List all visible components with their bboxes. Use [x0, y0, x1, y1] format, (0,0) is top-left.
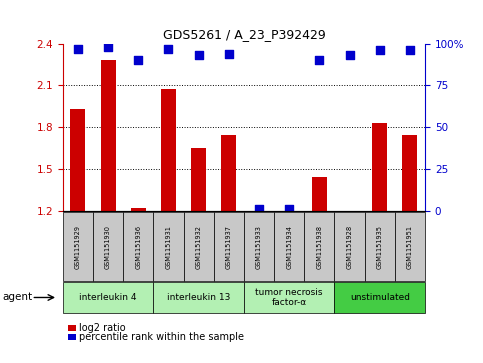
Point: [255, 206, 263, 212]
Text: GSM1151938: GSM1151938: [316, 225, 322, 269]
Text: GSM1151931: GSM1151931: [166, 225, 171, 269]
Text: interleukin 4: interleukin 4: [79, 293, 137, 302]
Point: [346, 52, 354, 58]
Text: GSM1151930: GSM1151930: [105, 225, 111, 269]
Bar: [221, 135, 236, 211]
Text: GSM1151951: GSM1151951: [407, 225, 413, 269]
Text: agent: agent: [2, 293, 32, 302]
Text: GSM1151934: GSM1151934: [286, 225, 292, 269]
Point: [285, 206, 293, 212]
Text: GSM1151929: GSM1151929: [75, 225, 81, 269]
Text: GSM1151932: GSM1151932: [196, 225, 201, 269]
Text: GSM1151933: GSM1151933: [256, 225, 262, 269]
Bar: [71, 109, 85, 211]
Point: [315, 57, 323, 63]
Text: GSM1151936: GSM1151936: [135, 225, 141, 269]
Text: GSM1151937: GSM1151937: [226, 225, 232, 269]
Text: log2 ratio: log2 ratio: [79, 323, 126, 333]
Bar: [131, 208, 146, 211]
Point: [165, 46, 172, 52]
Point: [406, 47, 414, 53]
Bar: [100, 60, 115, 211]
Text: interleukin 13: interleukin 13: [167, 293, 230, 302]
Point: [104, 44, 112, 50]
Text: tumor necrosis
factor-α: tumor necrosis factor-α: [256, 288, 323, 307]
Text: GSM1151928: GSM1151928: [347, 225, 353, 269]
Point: [74, 46, 82, 52]
Bar: [191, 148, 206, 211]
Point: [376, 47, 384, 53]
Title: GDS5261 / A_23_P392429: GDS5261 / A_23_P392429: [163, 28, 325, 41]
Point: [134, 57, 142, 63]
Text: percentile rank within the sample: percentile rank within the sample: [79, 332, 244, 342]
Bar: [161, 90, 176, 211]
Bar: [312, 177, 327, 211]
Bar: [402, 135, 417, 211]
Point: [225, 51, 233, 57]
Text: GSM1151935: GSM1151935: [377, 225, 383, 269]
Text: unstimulated: unstimulated: [350, 293, 410, 302]
Bar: [372, 123, 387, 211]
Point: [195, 52, 202, 58]
